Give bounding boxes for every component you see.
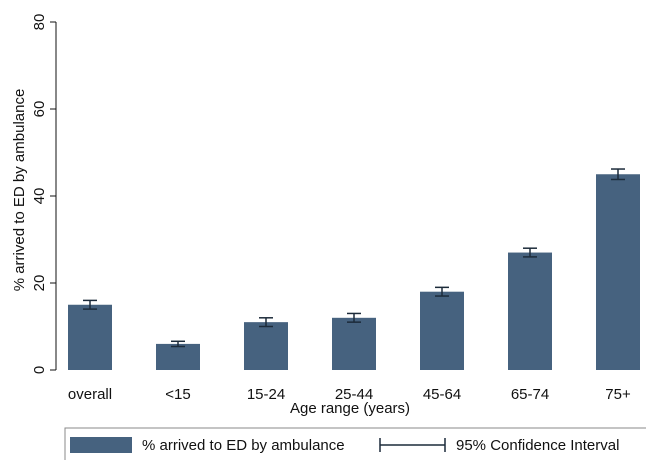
bar [332, 317, 376, 370]
error-bar [435, 286, 449, 297]
y-tick-label: 60 [31, 101, 48, 118]
legend-box [64, 427, 646, 460]
x-tick-label: overall [68, 386, 112, 403]
error-bar [523, 247, 537, 258]
bar [68, 304, 112, 370]
legend-label: % arrived to ED by ambulance [142, 437, 345, 454]
x-tick-label: 15-24 [247, 386, 285, 403]
bar [244, 322, 288, 370]
error-bar [347, 312, 361, 323]
bar [420, 291, 464, 370]
error-bar [259, 317, 273, 328]
y-tick-label: 20 [31, 275, 48, 292]
y-tick-label: 80 [31, 14, 48, 31]
y-tick-label: 0 [31, 366, 48, 374]
error-bar [611, 168, 625, 181]
legend-swatch [70, 437, 132, 453]
bar [508, 252, 552, 370]
x-tick-label: 65-74 [511, 386, 549, 403]
x-tick-label: 25-44 [335, 386, 373, 403]
x-tick-label: <15 [165, 386, 190, 403]
bar [156, 343, 200, 370]
error-bar [83, 299, 97, 310]
x-axis-label: Age range (years) [290, 400, 410, 417]
legend-label: 95% Confidence Interval [456, 437, 619, 454]
x-tick-label: 75+ [605, 386, 631, 403]
y-axis-label: % arrived to ED by ambulance [11, 89, 28, 292]
y-tick-label: 40 [31, 188, 48, 205]
error-bar [171, 340, 185, 348]
bar [596, 174, 640, 370]
x-tick-label: 45-64 [423, 386, 461, 403]
